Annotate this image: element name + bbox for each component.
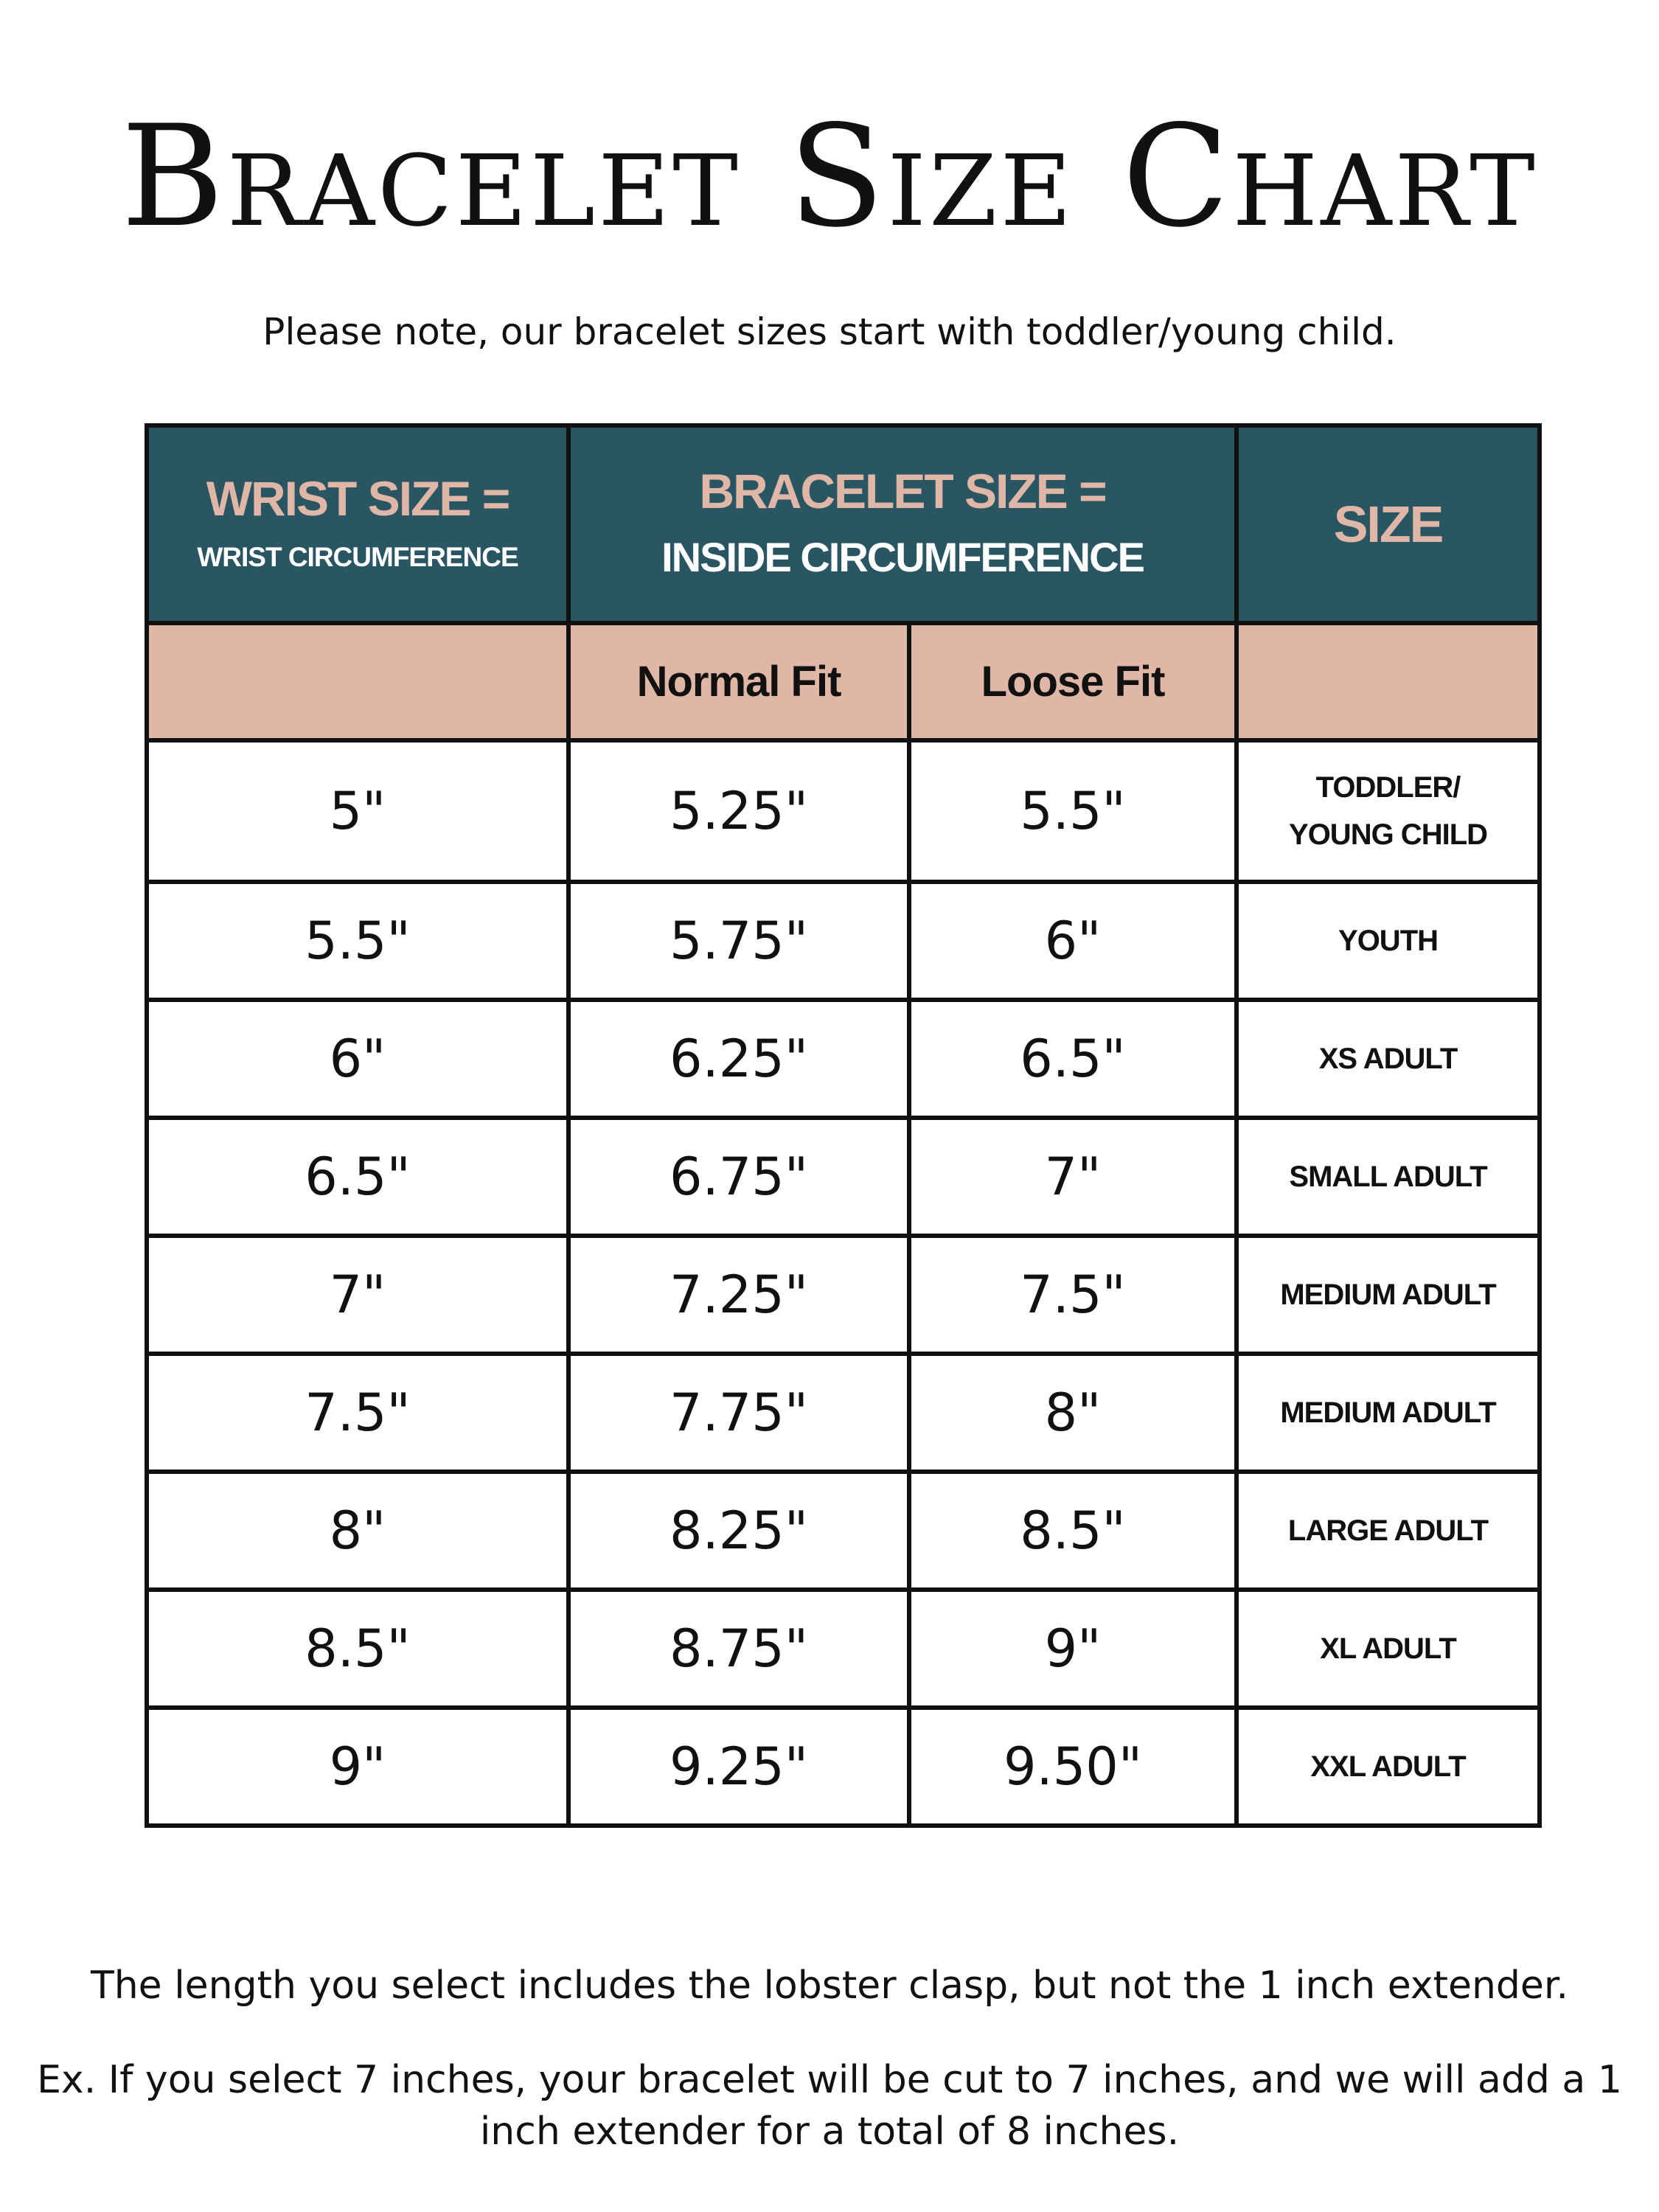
wrist-size-cell: 8.5" — [145, 1587, 571, 1710]
size-label-cell: XXL ADULT — [1234, 1705, 1543, 1828]
size-label: XL ADULT — [1320, 1632, 1457, 1665]
size-label-cell: TODDLER/YOUNG CHILD — [1234, 738, 1543, 884]
normal-fit-cell: 6.75" — [566, 1116, 911, 1238]
wrist-size-cell: 8" — [145, 1470, 571, 1592]
header-size: SIZE — [1234, 423, 1543, 625]
size-label: XXL ADULT — [1310, 1750, 1466, 1783]
size-label: TODDLER/ — [1315, 771, 1461, 804]
loose-fit-cell: 8" — [906, 1352, 1239, 1474]
table-row: 9" 9.25" 9.50" XXL ADULT — [145, 1705, 1543, 1828]
footer-note-clasp: The length you select includes the lobst… — [90, 1964, 1569, 2008]
wrist-size-cell: 7.5" — [145, 1352, 571, 1474]
size-label: LARGE ADULT — [1287, 1514, 1489, 1547]
table-row: 7" 7.25" 7.5" MEDIUM ADULT — [145, 1234, 1543, 1356]
normal-fit-cell: 5.25" — [566, 738, 911, 884]
bracelet-size-title: BRACELET SIZE = — [699, 464, 1107, 518]
table-row: 8.5" 8.75" 9" XL ADULT — [145, 1587, 1543, 1710]
size-chart-table: WRIST SIZE = WRIST CIRCUMFERENCE BRACELE… — [145, 423, 1543, 1828]
loose-fit-cell: 7.5" — [906, 1234, 1239, 1356]
table-row: 7.5" 7.75" 8" MEDIUM ADULT — [145, 1352, 1543, 1474]
table-row: 6" 6.25" 6.5" XS ADULT — [145, 998, 1543, 1120]
normal-fit-cell: 8.75" — [566, 1587, 911, 1710]
wrist-size-cell: 5" — [145, 738, 571, 884]
size-label-cell: YOUTH — [1234, 880, 1543, 1002]
subheader-row: Normal Fit Loose Fit — [145, 621, 1543, 742]
normal-fit-cell: 8.25" — [566, 1470, 911, 1592]
subtitle: Please note, our bracelet sizes start wi… — [262, 310, 1397, 353]
page-title: Bracelet Size Chart — [121, 95, 1538, 258]
wrist-size-cell: 5.5" — [145, 880, 571, 1002]
subheader-empty — [1234, 621, 1543, 742]
loose-fit-cell: 6.5" — [906, 998, 1239, 1120]
wrist-size-title: WRIST SIZE = — [206, 471, 511, 526]
normal-fit-cell: 9.25" — [566, 1705, 911, 1828]
bracelet-size-subtitle: INSIDE CIRCUMFERENCE — [661, 534, 1145, 580]
wrist-size-subtitle: WRIST CIRCUMFERENCE — [197, 542, 518, 572]
wrist-size-cell: 7" — [145, 1234, 571, 1356]
header-bracelet: BRACELET SIZE = INSIDE CIRCUMFERENCE — [566, 423, 1239, 625]
size-label: YOUNG CHILD — [1289, 818, 1488, 851]
wrist-size-cell: 9" — [145, 1705, 571, 1828]
loose-fit-cell: 5.5" — [906, 738, 1239, 884]
loose-fit-cell: 9" — [906, 1587, 1239, 1710]
size-label-cell: XS ADULT — [1234, 998, 1543, 1120]
subheader-loose-fit: Loose Fit — [906, 621, 1239, 742]
loose-fit-cell: 8.5" — [906, 1470, 1239, 1592]
subheader-empty — [145, 621, 571, 742]
size-label-cell: MEDIUM ADULT — [1234, 1352, 1543, 1474]
table-row: 5.5" 5.75" 6" YOUTH — [145, 880, 1543, 1002]
table-row: 5" 5.25" 5.5" TODDLER/YOUNG CHILD — [145, 738, 1543, 884]
table-row: 8" 8.25" 8.5" LARGE ADULT — [145, 1470, 1543, 1592]
size-label-cell: MEDIUM ADULT — [1234, 1234, 1543, 1356]
size-label: XS ADULT — [1318, 1043, 1458, 1075]
table-row: 6.5" 6.75" 7" SMALL ADULT — [145, 1116, 1543, 1238]
size-label-cell: LARGE ADULT — [1234, 1470, 1543, 1592]
subheader-normal-fit: Normal Fit — [566, 621, 911, 742]
wrist-size-cell: 6" — [145, 998, 571, 1120]
wrist-size-cell: 6.5" — [145, 1116, 571, 1238]
normal-fit-cell: 6.25" — [566, 998, 911, 1120]
size-label: SMALL ADULT — [1289, 1161, 1487, 1193]
normal-fit-cell: 7.75" — [566, 1352, 911, 1474]
normal-fit-cell: 5.75" — [566, 880, 911, 1002]
size-label-cell: SMALL ADULT — [1234, 1116, 1543, 1238]
loose-fit-cell: 9.50" — [906, 1705, 1239, 1828]
header-row: WRIST SIZE = WRIST CIRCUMFERENCE BRACELE… — [145, 423, 1543, 625]
size-label: YOUTH — [1338, 925, 1439, 957]
size-title: SIZE — [1333, 495, 1444, 553]
loose-fit-cell: 7" — [906, 1116, 1239, 1238]
size-label: MEDIUM ADULT — [1280, 1397, 1496, 1429]
size-label: MEDIUM ADULT — [1280, 1279, 1496, 1311]
header-wrist: WRIST SIZE = WRIST CIRCUMFERENCE — [145, 423, 571, 625]
footer-note-example-line2: inch extender for a total of 8 inches. — [479, 2110, 1180, 2154]
size-label-cell: XL ADULT — [1234, 1587, 1543, 1710]
footer-note-example-line1: Ex. If you select 7 inches, your bracele… — [37, 2058, 1622, 2102]
loose-fit-cell: 6" — [906, 880, 1239, 1002]
normal-fit-cell: 7.25" — [566, 1234, 911, 1356]
